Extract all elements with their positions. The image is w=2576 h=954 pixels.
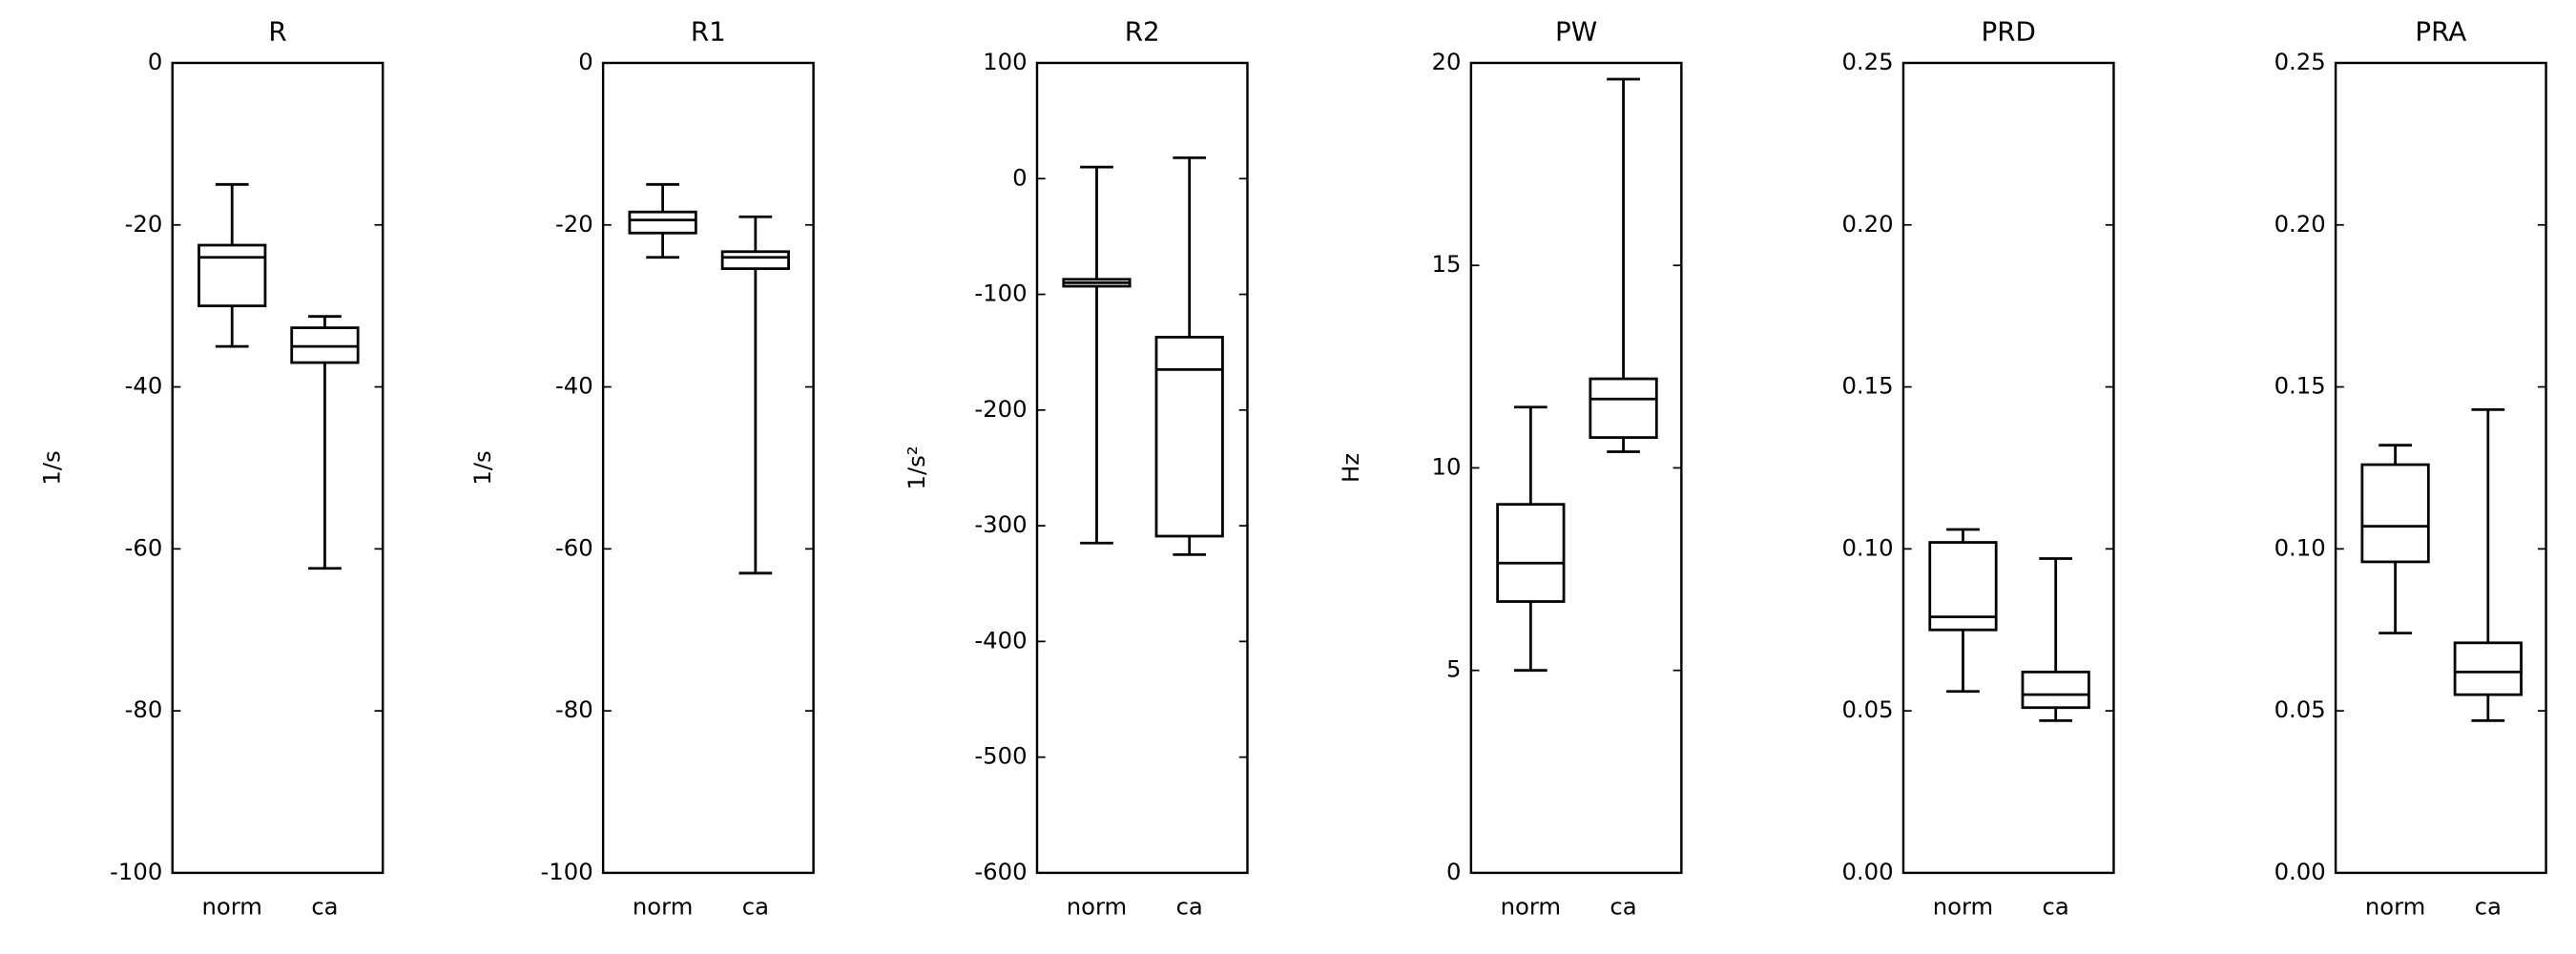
y-axis-label: 1/s	[38, 450, 66, 485]
y-tick-label: -60	[555, 533, 593, 561]
y-tick-label: -100	[110, 858, 162, 885]
box	[628, 210, 697, 235]
y-tick-label: 0.00	[2275, 858, 2326, 885]
panel-title: PRD	[1981, 16, 2035, 48]
box	[2021, 670, 2090, 710]
x-tick-label: norm	[1067, 892, 1128, 920]
y-tick-label: 0	[1446, 858, 1461, 885]
y-tick-label: -300	[974, 510, 1027, 538]
box	[2453, 641, 2523, 696]
y-tick-label: 0.05	[1841, 695, 1893, 723]
y-tick-label: 20	[1432, 48, 1462, 75]
y-tick-label: 0	[1012, 163, 1027, 191]
y-tick-label: 100	[983, 48, 1027, 75]
y-tick-label: 0.05	[2275, 695, 2326, 723]
box	[1496, 503, 1566, 603]
panel-title: PRA	[2415, 16, 2466, 48]
x-tick-label: ca	[1176, 892, 1203, 920]
y-tick-label: -60	[125, 533, 163, 561]
axes-frame	[1469, 61, 1683, 875]
y-tick-label: -500	[974, 742, 1027, 770]
x-tick-label: ca	[742, 892, 769, 920]
x-tick-label: ca	[1610, 892, 1636, 920]
y-tick-label: 0	[578, 48, 592, 75]
x-tick-label: norm	[2365, 892, 2426, 920]
axes-frame	[171, 61, 384, 875]
y-tick-label: 0.15	[1841, 372, 1893, 400]
box	[197, 243, 267, 308]
y-tick-label: 0.20	[2275, 210, 2326, 238]
panel-title: R2	[1125, 16, 1160, 48]
y-tick-label: -40	[555, 372, 593, 400]
y-tick-label: -20	[125, 210, 163, 238]
y-tick-label: -100	[974, 280, 1027, 307]
box	[720, 250, 790, 270]
box	[2360, 463, 2430, 564]
y-tick-label: -40	[125, 372, 163, 400]
box	[1589, 377, 1658, 440]
y-axis-label: 1/s²	[903, 446, 930, 489]
y-tick-label: 0.10	[1841, 533, 1893, 561]
y-tick-label: 0.25	[1841, 48, 1893, 75]
x-tick-label: norm	[201, 892, 262, 920]
x-tick-label: ca	[2475, 892, 2502, 920]
axes-frame	[1901, 61, 2115, 875]
x-tick-label: ca	[311, 892, 338, 920]
y-tick-label: 15	[1432, 250, 1462, 278]
y-tick-label: -400	[974, 626, 1027, 653]
panel-title: R1	[691, 16, 726, 48]
y-tick-label: 10	[1432, 452, 1462, 480]
y-tick-label: 0.25	[2275, 48, 2326, 75]
axes-frame	[2334, 61, 2547, 875]
y-tick-label: -100	[541, 858, 593, 885]
y-tick-label: -600	[974, 858, 1027, 885]
y-tick-label: 0.00	[1841, 858, 1893, 885]
panel-title: PW	[1555, 16, 1597, 48]
y-tick-label: 0	[148, 48, 162, 75]
x-tick-label: norm	[633, 892, 694, 920]
y-tick-label: -80	[125, 695, 163, 723]
y-axis-label: 1/s	[468, 450, 496, 485]
x-tick-label: norm	[1501, 892, 1562, 920]
box	[1154, 336, 1224, 538]
y-tick-label: 0.20	[1841, 210, 1893, 238]
y-tick-label: 5	[1446, 655, 1461, 683]
y-tick-label: -80	[555, 695, 593, 723]
y-tick-label: 0.10	[2275, 533, 2326, 561]
axes-frame	[1035, 61, 1249, 875]
y-axis-label: Hz	[1337, 453, 1364, 483]
box	[1928, 541, 1998, 632]
y-tick-label: -20	[555, 210, 593, 238]
x-tick-label: ca	[2043, 892, 2069, 920]
axes-frame	[601, 61, 815, 875]
y-tick-label: -200	[974, 395, 1027, 423]
x-tick-label: norm	[1933, 892, 1994, 920]
y-tick-label: 0.15	[2275, 372, 2326, 400]
panel-title: R	[268, 16, 286, 48]
